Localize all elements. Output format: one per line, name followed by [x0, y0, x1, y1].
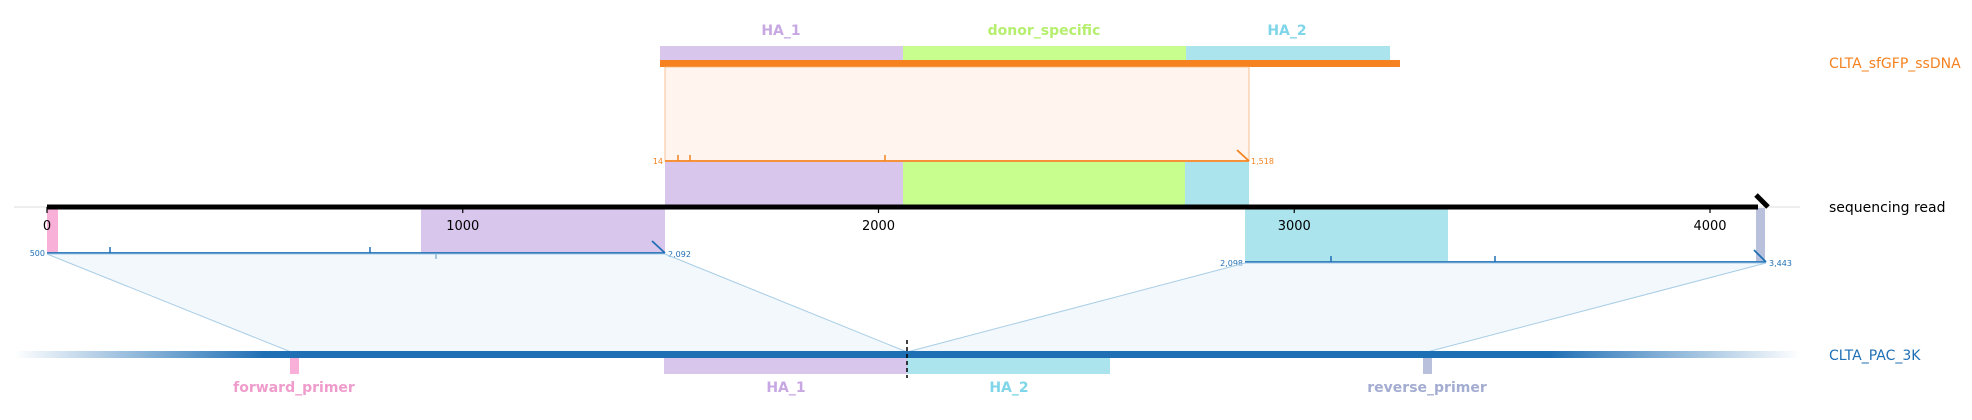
donor-feature-label-ha2: HA_2	[1267, 23, 1306, 39]
target-feature-label-reverse-primer: reverse_primer	[1367, 380, 1487, 396]
right-alignment-projection	[906, 262, 1767, 353]
target-name-label: CLTA_PAC_3K	[1829, 348, 1921, 364]
read-left-alignment-start-label: 500	[30, 249, 45, 258]
target-ha2-feature	[907, 355, 1110, 374]
target-feature-label-ha2: HA_2	[989, 380, 1028, 396]
axis-tick-label: 0	[43, 219, 51, 234]
read-track: sequencing read 0 1000 2000 3000 4000 500 2,…	[14, 193, 1945, 268]
donor-ha2-feature	[1186, 46, 1390, 62]
target-reverse-primer-feature	[1423, 355, 1432, 374]
donor-ha1-feature	[660, 46, 903, 62]
read-ha2-lower-projection	[1245, 208, 1448, 261]
axis-tick-label: 4000	[1693, 219, 1726, 234]
read-forward-primer-projection	[47, 208, 58, 254]
donor-alignment-start-label: 14	[653, 157, 663, 166]
read-right-alignment-end-label: 3,443	[1769, 259, 1792, 268]
donor-track: HA_1 donor_specific HA_2 CLTA_sfGFP_ssDN…	[653, 23, 1961, 205]
target-ha1-feature	[664, 355, 907, 374]
read-axis: 0 1000 2000 3000 4000	[43, 207, 1727, 234]
target-projections	[46, 253, 1767, 353]
read-end-arrow	[1754, 193, 1770, 209]
target-track: forward_primer HA_1 HA_2 reverse_primer …	[14, 340, 1921, 396]
read-donor-specific-projection	[903, 162, 1185, 205]
read-ha2-projection	[1185, 162, 1249, 205]
target-forward-primer-feature	[290, 355, 299, 374]
donor-projection-band	[664, 66, 1250, 162]
axis-tick-label: 3000	[1278, 219, 1311, 234]
donor-feature-label-donor-specific: donor_specific	[988, 23, 1101, 39]
donor-alignment-end-arrow	[1236, 149, 1250, 162]
read-right-alignment-end-arrow	[1753, 249, 1767, 263]
read-ha1-projection	[665, 162, 903, 205]
donor-specific-feature	[903, 46, 1186, 62]
left-alignment-projection	[46, 253, 908, 353]
read-right-alignment-start-label: 2,098	[1220, 259, 1243, 268]
donor-feature-label-ha1: HA_1	[761, 23, 800, 39]
read-left-alignment-end-arrow	[651, 240, 666, 254]
donor-name-label: CLTA_sfGFP_ssDNA	[1829, 56, 1961, 72]
donor-bar	[660, 60, 1400, 67]
read-name-label: sequencing read	[1829, 200, 1945, 216]
read-ha1-lower-projection	[421, 208, 665, 253]
read-reverse-primer-projection	[1756, 208, 1765, 261]
target-feature-label-ha1: HA_1	[766, 380, 805, 396]
donor-alignment-end-label: 1,518	[1251, 157, 1274, 166]
axis-tick-label: 1000	[446, 219, 479, 234]
read-left-alignment-end-label: 2,092	[668, 250, 691, 259]
axis-tick-label: 2000	[862, 219, 895, 234]
target-feature-label-forward-primer: forward_primer	[233, 380, 355, 396]
